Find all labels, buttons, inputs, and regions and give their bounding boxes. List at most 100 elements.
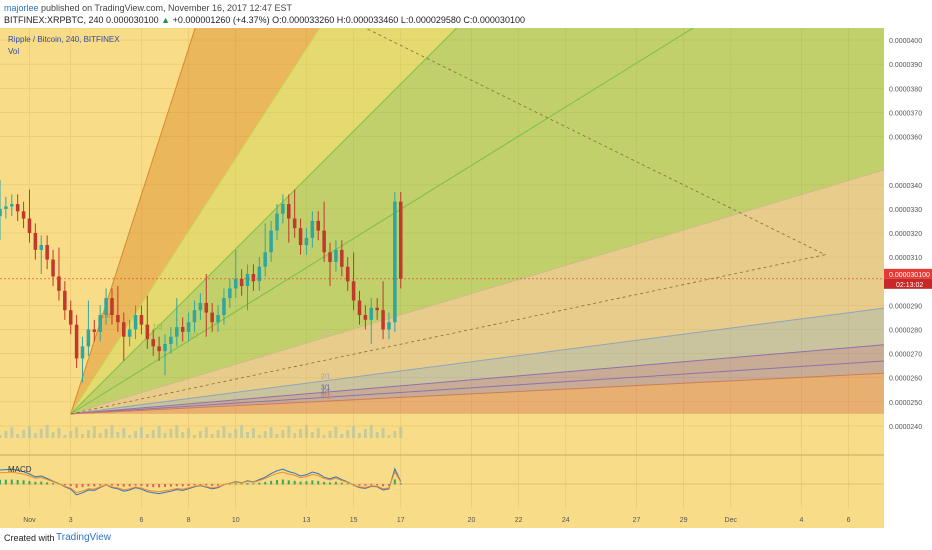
macd-hist-bar bbox=[240, 483, 243, 485]
candle-body bbox=[74, 324, 79, 359]
candle-body bbox=[334, 249, 338, 262]
volume-bar bbox=[399, 427, 403, 438]
macd-hist-bar bbox=[134, 484, 137, 486]
candle-body bbox=[263, 252, 267, 267]
candle-body bbox=[287, 204, 291, 219]
dashed-triangle bbox=[70, 28, 827, 415]
y-tick-label: 0.0000280 bbox=[889, 327, 922, 334]
macd-hist-bar bbox=[393, 479, 396, 485]
macd-hist-bar bbox=[128, 484, 131, 487]
volume-bar bbox=[39, 429, 43, 438]
fan-label: 1/1 bbox=[321, 331, 331, 338]
macd-hist-bar bbox=[63, 484, 66, 486]
volume-bar bbox=[92, 426, 96, 438]
signal-line bbox=[0, 470, 402, 494]
macd-hist-bar bbox=[211, 484, 214, 486]
candle-body bbox=[251, 274, 256, 282]
candle-body bbox=[357, 300, 362, 315]
macd-hist-bar bbox=[217, 484, 220, 486]
candle-body bbox=[33, 233, 38, 250]
macd-hist-bar bbox=[376, 484, 379, 486]
volume-bar bbox=[269, 427, 273, 438]
volume-bar bbox=[363, 429, 367, 438]
candle-body bbox=[281, 204, 285, 214]
macd-hist-bar bbox=[264, 481, 267, 485]
volume-bar bbox=[263, 431, 267, 438]
candle-body bbox=[387, 322, 391, 330]
macd-hist-bar bbox=[75, 484, 78, 488]
symbol-ohlc: BITFINEX:XRPBTC, 240 0.000030100 ▲ +0.00… bbox=[4, 15, 525, 25]
macd-hist-bar bbox=[246, 483, 249, 485]
volume-bar bbox=[310, 432, 314, 438]
candle-body bbox=[139, 315, 144, 325]
fan-label: 1/2 bbox=[189, 333, 199, 340]
symbol-label[interactable]: BITFINEX:XRPBTC, 240 bbox=[4, 15, 104, 25]
macd-hist-bar bbox=[110, 484, 113, 486]
fan-label: 3/1 bbox=[321, 385, 331, 392]
volume-bar bbox=[69, 431, 73, 438]
tradingview-logo[interactable]: TradingView bbox=[56, 532, 112, 543]
volume-bar bbox=[10, 427, 14, 438]
last-value: 0.000030100 bbox=[106, 15, 159, 25]
volume-bar bbox=[16, 434, 20, 438]
volume-bar bbox=[251, 428, 255, 438]
candle-body bbox=[245, 274, 250, 287]
candle-body bbox=[133, 315, 138, 330]
plot-background bbox=[0, 28, 884, 528]
legend-volume: Vol bbox=[8, 47, 19, 56]
macd-hist-bar bbox=[81, 484, 84, 488]
high-value: H:0.000033460 bbox=[336, 15, 399, 25]
candle-body bbox=[4, 206, 8, 209]
volume-bars bbox=[0, 425, 403, 438]
x-tick-label: 6 bbox=[847, 517, 851, 524]
fan-label: 1/4 bbox=[129, 316, 139, 323]
publish-info: majorlee published on TradingView.com, N… bbox=[4, 3, 292, 13]
volume-bar bbox=[222, 426, 226, 438]
candle-body bbox=[57, 276, 61, 291]
candle-body bbox=[63, 290, 67, 311]
candle-body bbox=[269, 230, 273, 253]
volume-bar bbox=[346, 430, 350, 438]
close-value: C:0.000030100 bbox=[463, 15, 525, 25]
volume-bar bbox=[257, 435, 261, 438]
change-value: +0.000001260 (+4.37%) bbox=[172, 15, 270, 25]
candle-body bbox=[204, 302, 209, 313]
candle-body bbox=[92, 329, 97, 332]
x-tick-label: 6 bbox=[139, 517, 143, 524]
candle-body bbox=[15, 204, 20, 212]
candle-body bbox=[210, 312, 214, 323]
candle-body bbox=[340, 249, 344, 267]
candle-body bbox=[233, 278, 238, 289]
price-chart[interactable]: 1/81/41/31/21/12/13/14/18/1 0.00004000.0… bbox=[0, 28, 932, 528]
macd-hist-bar bbox=[4, 479, 7, 485]
macd-hist-bar bbox=[116, 484, 119, 486]
candle-body bbox=[239, 278, 244, 287]
candle-body bbox=[310, 220, 315, 238]
macd-hist-bar bbox=[364, 484, 367, 486]
volume-bar bbox=[145, 434, 149, 438]
fan-line bbox=[70, 169, 885, 415]
volume-bar bbox=[22, 430, 26, 438]
volume-bar bbox=[157, 426, 161, 438]
volume-bar bbox=[393, 431, 397, 438]
fan-line bbox=[70, 28, 321, 415]
volume-bar bbox=[75, 427, 79, 438]
macd-hist-bar bbox=[346, 483, 349, 485]
y-tick-label: 0.0000360 bbox=[889, 135, 922, 142]
x-tick-label: 22 bbox=[515, 517, 523, 524]
macd-hist-bar bbox=[323, 481, 326, 485]
macd-hist-bar bbox=[205, 484, 208, 486]
volume-bar bbox=[198, 431, 202, 438]
volume-bar bbox=[175, 425, 179, 438]
candle-body bbox=[351, 281, 356, 301]
volume-bar bbox=[134, 431, 138, 438]
volume-bar bbox=[304, 425, 308, 438]
author-link[interactable]: majorlee bbox=[4, 3, 39, 13]
grid bbox=[0, 28, 884, 508]
x-tick-label: 8 bbox=[187, 517, 191, 524]
macd-hist-bar bbox=[22, 480, 25, 485]
x-tick-label: 29 bbox=[680, 517, 688, 524]
macd-hist-bar bbox=[370, 484, 373, 486]
macd-hist-bar bbox=[311, 480, 314, 485]
macd-hist-bar bbox=[87, 484, 90, 487]
